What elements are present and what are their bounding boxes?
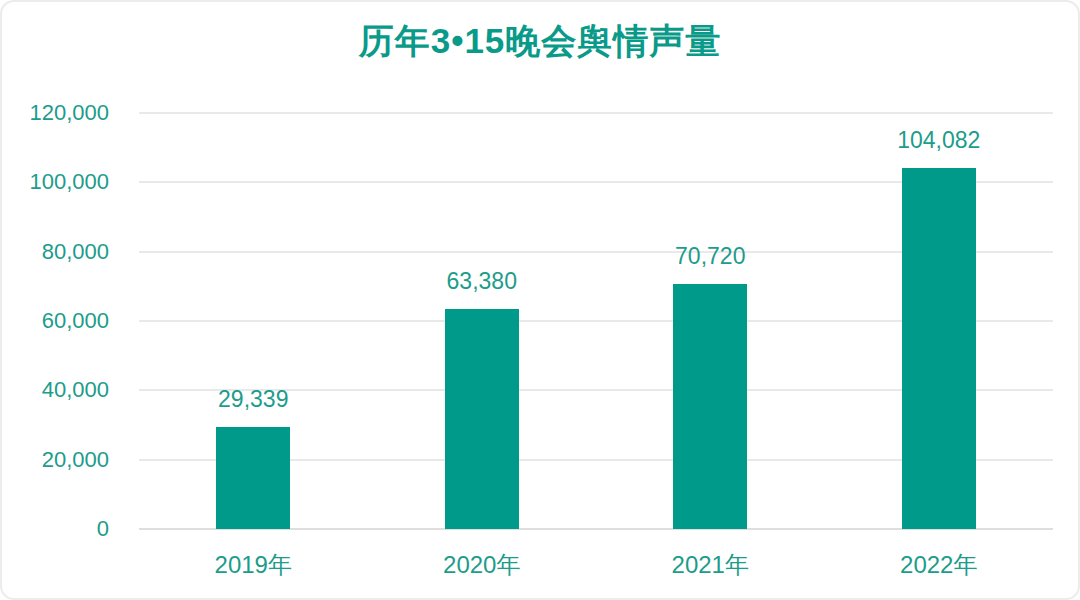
- x-axis-tick-label: 2021年: [672, 553, 749, 577]
- bar-value-label: 63,380: [447, 270, 517, 293]
- x-axis-tick-label: 2022年: [900, 553, 977, 577]
- bar-2021年: [673, 284, 747, 529]
- bar-value-label: 29,339: [218, 388, 288, 411]
- chart-title: 历年3•15晚会舆情声量: [2, 18, 1078, 65]
- y-axis-tick-label: 80,000: [42, 239, 109, 265]
- y-axis-tick-label: 20,000: [42, 447, 109, 473]
- y-axis-tick-label: 100,000: [29, 169, 109, 195]
- y-axis-tick-label: 40,000: [42, 377, 109, 403]
- x-axis-tick-label: 2019年: [215, 553, 292, 577]
- bar-2019年: [216, 427, 290, 529]
- bar-2020年: [445, 309, 519, 529]
- y-axis-tick-label: 60,000: [42, 308, 109, 334]
- bar-value-label: 70,720: [675, 245, 745, 268]
- plot-area: 120,000100,00080,00060,00040,00020,00002…: [139, 113, 1053, 529]
- x-axis-tick-label: 2020年: [443, 553, 520, 577]
- y-axis-tick-label: 0: [97, 516, 109, 542]
- gridline: [139, 112, 1053, 114]
- bar-2022年: [902, 168, 976, 529]
- y-axis-tick-label: 120,000: [29, 100, 109, 126]
- chart-card: 历年3•15晚会舆情声量 120,000100,00080,00060,0004…: [0, 0, 1080, 600]
- bar-value-label: 104,082: [897, 129, 980, 152]
